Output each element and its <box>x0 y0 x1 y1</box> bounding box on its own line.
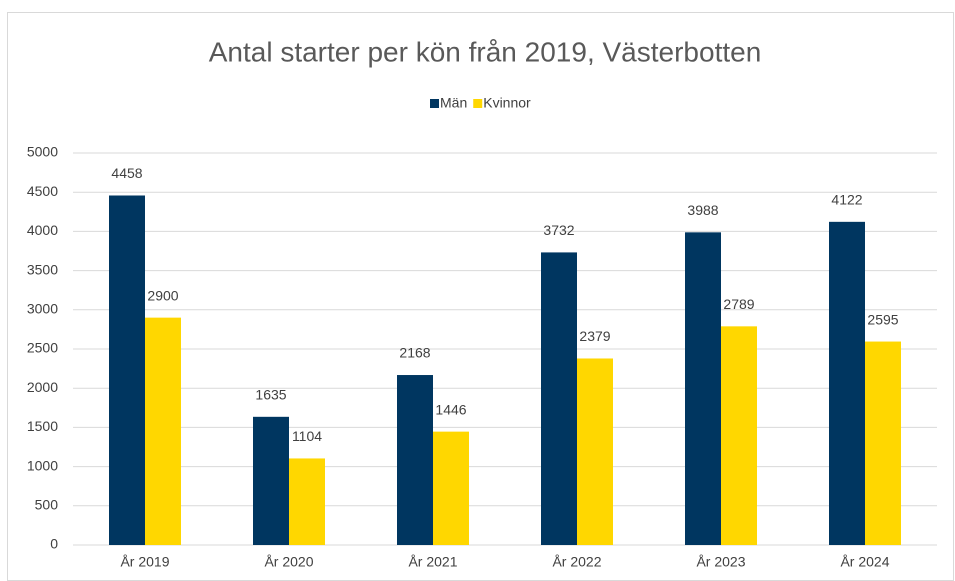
y-tick-label: 0 <box>50 536 58 552</box>
y-tick-label: 3500 <box>27 261 58 277</box>
legend-swatch <box>430 99 439 108</box>
bar <box>289 458 325 545</box>
legend-swatch <box>473 99 483 108</box>
y-tick-label: 5000 <box>27 144 58 160</box>
bar <box>253 416 289 545</box>
bar <box>397 375 433 545</box>
value-label: 1446 <box>435 401 466 417</box>
value-label: 2168 <box>399 345 430 361</box>
bar <box>685 232 721 545</box>
bar <box>109 195 145 545</box>
bar <box>145 317 181 545</box>
y-tick-label: 4000 <box>27 222 58 238</box>
bar <box>577 358 613 545</box>
x-tick-label: År 2020 <box>264 554 313 570</box>
x-tick-label: År 2022 <box>552 554 601 570</box>
chart-title: Antal starter per kön från 2019, Västerb… <box>209 36 762 67</box>
y-tick-label: 1500 <box>27 418 58 434</box>
value-label: 2900 <box>147 287 178 303</box>
y-tick-label: 4500 <box>27 183 58 199</box>
x-tick-label: År 2019 <box>120 554 169 570</box>
y-tick-label: 2500 <box>27 340 58 356</box>
value-label: 3988 <box>687 202 718 218</box>
x-tick-label: År 2024 <box>840 554 889 570</box>
value-label: 1635 <box>255 387 286 403</box>
bar <box>721 326 757 545</box>
y-tick-label: 3000 <box>27 301 58 317</box>
bar <box>433 431 469 545</box>
y-tick-label: 500 <box>35 497 59 513</box>
bar <box>829 221 865 545</box>
y-tick-label: 1000 <box>27 457 58 473</box>
value-label: 1104 <box>292 428 322 444</box>
value-label: 2595 <box>867 311 898 327</box>
x-tick-label: År 2023 <box>696 554 745 570</box>
legend-label: Män <box>440 95 467 111</box>
x-tick-label: År 2021 <box>408 554 457 570</box>
y-tick-label: 2000 <box>27 379 58 395</box>
bar <box>865 341 901 545</box>
value-label: 2789 <box>723 296 754 312</box>
value-label: 4122 <box>831 192 862 208</box>
value-label: 3732 <box>543 222 574 238</box>
bar <box>541 252 577 545</box>
value-label: 2379 <box>579 328 610 344</box>
legend-label: Kvinnor <box>483 95 531 111</box>
value-label: 4458 <box>111 165 142 181</box>
